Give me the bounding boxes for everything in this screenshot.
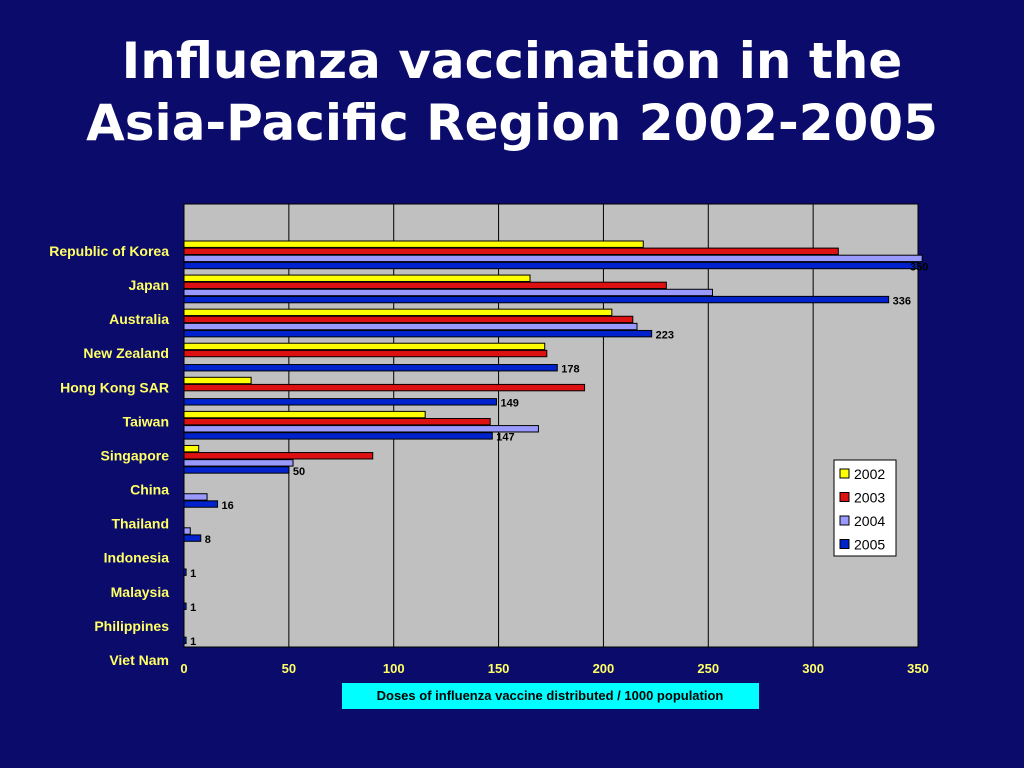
- tick-labels: 0 50 100 150 200 250 300 350: [180, 661, 928, 676]
- bar-2004: [183, 288, 713, 297]
- bar-2005: [183, 534, 202, 542]
- legend-swatch-2003: [839, 492, 850, 502]
- category-label: Thailand: [111, 516, 169, 532]
- bar-2002: [183, 376, 252, 385]
- data-label: 350: [910, 261, 928, 273]
- bar-2005: [183, 636, 187, 645]
- x-tick-label: 150: [488, 661, 510, 676]
- bar-2004: [183, 493, 208, 501]
- x-axis-title-box: [342, 683, 759, 709]
- category-label: Japan: [129, 277, 169, 293]
- legend-swatch-2002: [839, 468, 850, 479]
- bars: [183, 240, 923, 645]
- category-label: Taiwan: [123, 413, 169, 429]
- category-label: China: [130, 482, 169, 498]
- data-label: 1: [190, 568, 196, 580]
- category-label: Hong Kong SAR: [60, 379, 169, 395]
- legend-swatch-2004: [839, 515, 850, 526]
- category-label: Malaysia: [111, 584, 170, 600]
- chart-title: Influenza vaccination in the Asia-Pacifi…: [0, 30, 1024, 154]
- bar-2004: [183, 254, 923, 263]
- category-label: New Zealand: [83, 345, 169, 361]
- bar-2005: [183, 432, 493, 440]
- x-axis-title-text: Doses of influenza vaccine distributed /…: [377, 688, 724, 703]
- legend-label: 2004: [854, 513, 885, 529]
- chart-title-line-1: Influenza vaccination in the: [121, 32, 903, 90]
- bar-2005: [183, 329, 653, 338]
- bar-2003: [183, 315, 634, 324]
- category-label: Philippines: [94, 618, 169, 634]
- bar-2005: [183, 364, 558, 372]
- data-labels: 350 336 223 178 149 147 50 16 8 1 1 1: [190, 261, 928, 648]
- data-label: 178: [561, 364, 579, 376]
- bar-2002: [183, 240, 644, 248]
- bar-2002: [183, 444, 200, 453]
- category-labels: Republic of Korea Japan Australia New Zeala…: [49, 243, 169, 668]
- bar-2004: [183, 459, 294, 467]
- data-label: 223: [656, 329, 674, 341]
- bar-2002: [183, 342, 546, 351]
- chart-title-line-2: Asia-Pacific Region 2002-2005: [86, 94, 938, 152]
- legend-label: 2002: [854, 466, 885, 482]
- x-tick-label: 0: [180, 661, 187, 676]
- bar-2003: [183, 383, 586, 392]
- bar-2003: [183, 247, 839, 256]
- x-tick-label: 200: [593, 661, 615, 676]
- category-label: Indonesia: [104, 550, 170, 566]
- data-label: 50: [293, 466, 305, 478]
- legend: 2002 2003 2004 2005: [833, 459, 897, 557]
- data-label: 16: [222, 500, 234, 512]
- bar-2002: [183, 274, 531, 282]
- bar-2004: [183, 322, 638, 331]
- data-label: 149: [500, 398, 518, 410]
- legend-swatch-2005: [839, 539, 850, 549]
- x-tick-label: 300: [802, 661, 824, 676]
- data-label: 147: [496, 432, 514, 444]
- legend-label: 2003: [854, 490, 885, 506]
- bar-2005: [183, 398, 497, 406]
- bar-2003: [183, 349, 548, 358]
- category-label: Viet Nam: [109, 652, 169, 668]
- bar-2003: [183, 417, 491, 426]
- x-tick-label: 250: [697, 661, 719, 676]
- x-tick-label: 100: [383, 661, 405, 676]
- bar-2003: [183, 452, 374, 460]
- data-label: 1: [190, 602, 196, 614]
- category-label: Republic of Korea: [49, 243, 169, 259]
- bar-2005: [183, 295, 890, 304]
- bar-2003: [183, 281, 667, 290]
- data-label: 1: [190, 636, 196, 648]
- bar-2004: [183, 425, 539, 433]
- legend-label: 2005: [854, 537, 885, 553]
- data-label: 8: [205, 534, 211, 546]
- bar-2005: [183, 568, 187, 576]
- x-axis-title: Doses of influenza vaccine distributed /…: [342, 683, 759, 709]
- bar-2005: [183, 500, 219, 508]
- bar-2002: [183, 308, 613, 317]
- category-label: Singapore: [101, 447, 170, 463]
- bar-2005: [183, 466, 290, 474]
- bar-2005: [183, 261, 919, 270]
- bar-2002: [183, 410, 426, 419]
- data-label: 336: [893, 295, 911, 307]
- x-tick-label: 50: [282, 661, 296, 676]
- bar-2005: [183, 602, 187, 610]
- bar-2004: [183, 527, 191, 535]
- x-tick-label: 350: [907, 661, 929, 676]
- category-label: Australia: [109, 311, 169, 327]
